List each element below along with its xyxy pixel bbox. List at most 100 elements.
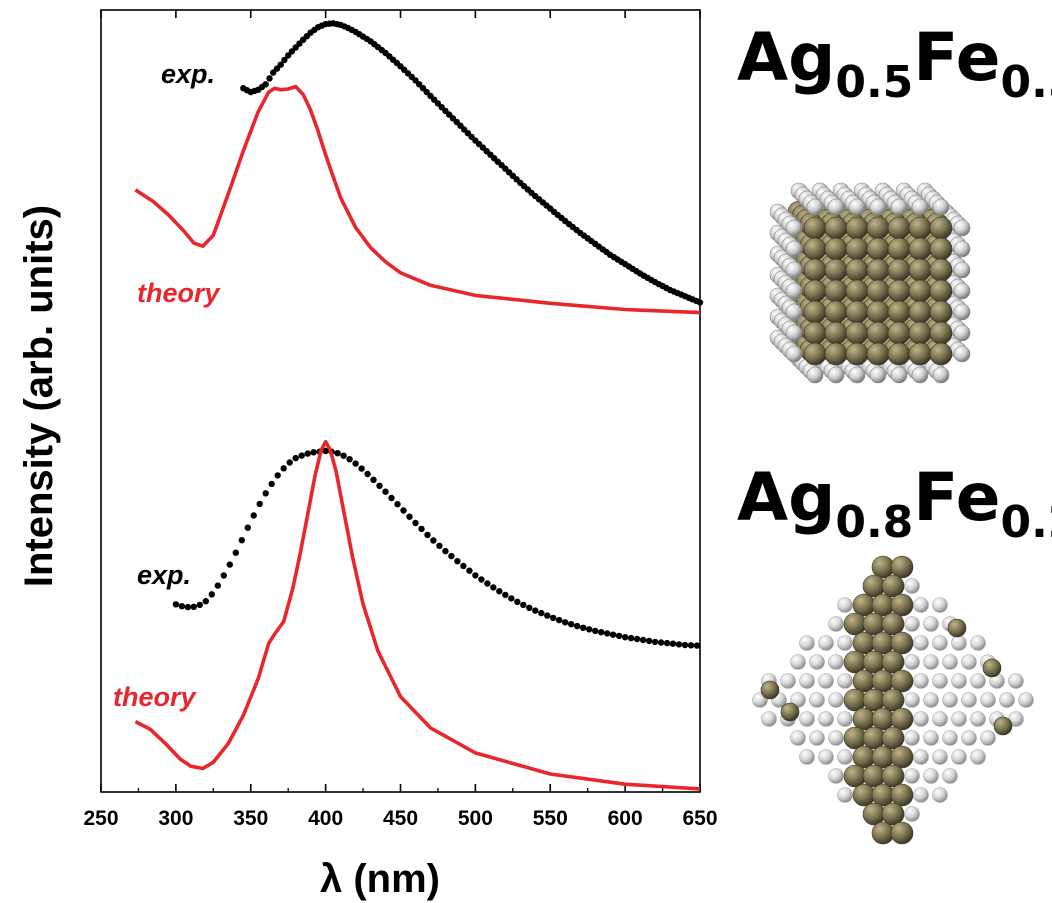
- fe-atom: [890, 707, 914, 731]
- exp-data-point: [232, 549, 239, 556]
- fe-atom: [887, 258, 911, 282]
- fe-atom: [760, 680, 780, 700]
- fe-atom: [845, 300, 869, 324]
- fe-atom: [824, 300, 848, 324]
- exp-data-point: [454, 558, 461, 565]
- ag-atom: [837, 597, 853, 613]
- exp-data-point: [586, 626, 593, 633]
- fe-atom: [887, 321, 911, 345]
- exp-data-point: [574, 622, 581, 630]
- ag-atom: [785, 240, 803, 258]
- exp-data-point: [568, 621, 575, 628]
- ag-atom: [785, 345, 803, 363]
- ag-atom: [953, 303, 971, 321]
- fe-atom: [866, 258, 890, 282]
- ag-atom: [913, 749, 929, 765]
- ag-atom: [932, 597, 948, 613]
- ag-atom: [913, 787, 929, 803]
- fe-atom: [881, 612, 905, 636]
- exp-data-point: [609, 631, 617, 638]
- x-tick-label: 550: [533, 807, 568, 830]
- ag-atom: [890, 198, 908, 216]
- exp-data-point: [286, 459, 293, 466]
- exp-data-point: [615, 632, 623, 640]
- exp-data-point: [669, 640, 677, 647]
- exp-data-point: [274, 472, 281, 479]
- fe-atom: [803, 342, 827, 366]
- ag-atom: [942, 654, 958, 670]
- ag-atom: [809, 654, 825, 670]
- exp-data-point: [472, 572, 479, 579]
- fe-atom: [887, 216, 911, 240]
- exp-data-point: [604, 630, 611, 637]
- ag-atom: [790, 654, 806, 670]
- fe-atom: [887, 342, 911, 366]
- exp-data-point: [696, 299, 704, 306]
- ag-atom: [828, 692, 844, 708]
- ag-atom: [932, 366, 950, 384]
- annotation-bottom-theory: theory: [113, 682, 198, 712]
- exp-data-point: [226, 561, 233, 568]
- exp-data-point: [406, 513, 413, 520]
- ag-atom: [799, 711, 815, 727]
- fe-atom: [824, 237, 848, 261]
- exp-data-point: [645, 637, 653, 645]
- fe-atom: [866, 237, 890, 261]
- exp-data-point: [266, 75, 273, 82]
- exp-data-point: [208, 591, 215, 598]
- x-tick-label: 650: [682, 807, 717, 830]
- ag-atom: [913, 597, 929, 613]
- ag-atom: [904, 768, 920, 784]
- fe-atom: [881, 764, 905, 788]
- fe-atom: [845, 237, 869, 261]
- ag-atom: [809, 730, 825, 746]
- ag-atom: [999, 692, 1015, 708]
- ag-atom: [780, 673, 796, 689]
- exp-data-point: [466, 567, 473, 574]
- ag-atom: [932, 787, 948, 803]
- fe-atom: [824, 216, 848, 240]
- exp-data-point: [388, 494, 395, 502]
- ag-atom: [970, 673, 986, 689]
- fe-atom: [845, 321, 869, 345]
- series-4: [134, 439, 701, 791]
- exp-data-point: [598, 629, 605, 636]
- ag-atom: [1018, 692, 1034, 708]
- exp-data-point: [621, 634, 629, 641]
- ag-atom: [827, 366, 845, 384]
- x-axis-tick-labels: 250 300 350 400 450 500 550 600 650: [83, 807, 717, 830]
- fe-atom: [887, 237, 911, 261]
- fe-atom: [908, 279, 932, 303]
- ag-atom: [809, 692, 825, 708]
- plot-frame: [100, 9, 701, 793]
- ag-atom: [837, 635, 853, 651]
- fe-atom: [866, 279, 890, 303]
- exp-data-point: [675, 641, 683, 648]
- exp-data-point: [496, 588, 503, 595]
- theory-curve: [134, 84, 701, 315]
- exp-data-point: [478, 576, 485, 583]
- exp-data-point: [270, 69, 277, 76]
- exp-data-point: [256, 500, 263, 508]
- exp-data-point: [657, 639, 665, 646]
- ag-atom: [799, 749, 815, 765]
- fe-atom: [845, 279, 869, 303]
- exp-data-point: [412, 519, 419, 527]
- ag-atom: [980, 692, 996, 708]
- ag-atom: [1008, 673, 1024, 689]
- annotation-top-exp: exp.: [161, 59, 215, 89]
- ag-atom: [951, 711, 967, 727]
- fe-atom: [929, 321, 953, 345]
- exp-data-point: [190, 603, 197, 610]
- ag-atom: [790, 730, 806, 746]
- fe-atom: [908, 300, 932, 324]
- ag-atom: [869, 366, 887, 384]
- exp-data-point: [693, 642, 701, 649]
- exp-data-point: [304, 450, 311, 457]
- ag-atom: [911, 198, 929, 216]
- ag-atom: [953, 261, 971, 279]
- ag-atom: [837, 711, 853, 727]
- ag-atom: [890, 366, 908, 384]
- fe-atom: [887, 279, 911, 303]
- exp-data-point: [592, 627, 599, 635]
